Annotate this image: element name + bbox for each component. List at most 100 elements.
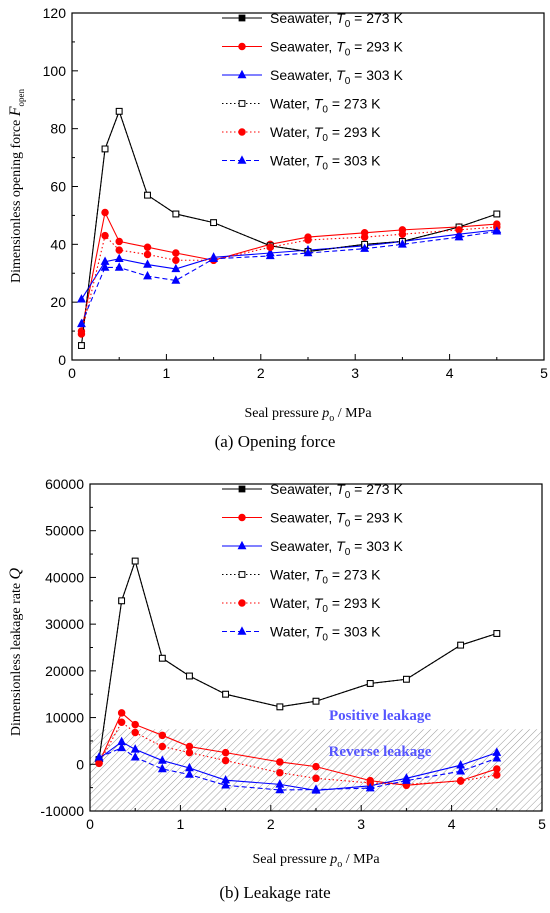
data-point: [185, 748, 194, 757]
data-point: [114, 262, 124, 271]
legend-marker: [237, 626, 247, 635]
reverse-leakage-annotation: Reverse leakage: [329, 744, 432, 760]
y-tick-label: 60: [50, 179, 66, 195]
series-line-2: [80, 210, 497, 332]
data-point: [311, 784, 321, 793]
data-point: [95, 759, 103, 768]
data-point: [221, 756, 230, 765]
legend-entry-5: Water, T0 = 293 K: [270, 124, 381, 144]
series-group: [94, 557, 502, 794]
legend-entry-4: Water, T0 = 273 K: [270, 96, 381, 116]
data-point: [303, 247, 313, 257]
x-axis-label: Seal pressure po / MPa: [252, 852, 380, 870]
data-point: [312, 774, 320, 783]
plot-frame: [71, 12, 545, 361]
series-line-1: [80, 109, 497, 346]
x-tick-label: 2: [257, 365, 265, 381]
data-point: [77, 294, 86, 303]
data-point: [77, 330, 86, 338]
opening-force-chart: 0 1 2 3 4 5 0 20 40 60 80 100 120 Seal pressure po …: [7, 5, 548, 451]
legend-entry-4: Water, T0 = 273 K: [270, 567, 381, 587]
data-point: [143, 270, 152, 280]
y-axis-label: Dimensionless opening force Fopen: [7, 88, 26, 283]
data-point: [117, 742, 127, 752]
data-point: [456, 777, 465, 785]
x-tick-label: 5: [538, 816, 546, 832]
data-point: [276, 768, 284, 777]
data-point: [143, 259, 152, 268]
y-axis-label: Dimensionless leakage rate Q: [7, 567, 24, 736]
data-point: [397, 239, 407, 248]
data-point: [304, 236, 312, 244]
y-tick-label: 80: [50, 121, 66, 137]
data-point: [78, 342, 85, 349]
legend-marker: [237, 540, 247, 550]
data-point: [115, 246, 123, 254]
data-point: [403, 675, 410, 683]
x-tick-label: 1: [163, 365, 171, 381]
data-point: [276, 758, 284, 766]
y-tick-label: 40000: [45, 569, 84, 585]
legend-entry-3: Seawater, T0 = 303 K: [270, 67, 403, 87]
y-tick-label: 60000: [45, 476, 84, 492]
data-point: [456, 766, 466, 775]
legend-entry-5: Water, T0 = 293 K: [270, 595, 381, 615]
data-point: [493, 210, 501, 218]
legend-entry-2: Seawater, T0 = 293 K: [270, 510, 403, 530]
y-tick-labels: -10000 0 10000 20000 30000 40000 50000 60000: [40, 476, 84, 819]
x-axis-label: Seal pressure po / MPa: [244, 406, 372, 424]
legend-marker: [238, 42, 246, 51]
y-tick-label: 120: [43, 5, 67, 21]
data-point: [117, 718, 126, 726]
series-line-4: [98, 559, 497, 760]
x-tick-label: 1: [177, 816, 185, 832]
x-tick-label: 5: [540, 365, 548, 381]
legend-entry-3: Seawater, T0 = 303 K: [270, 538, 403, 558]
y-tick-label: 30000: [45, 616, 84, 632]
data-point: [101, 231, 109, 240]
x-tick-labels: 0 1 2 3 4 5: [86, 816, 546, 832]
data-point: [158, 731, 167, 740]
data-point: [265, 250, 275, 260]
data-point: [360, 243, 370, 252]
data-point: [131, 720, 139, 729]
y-tick-label: -10000: [40, 803, 84, 819]
legend-marker: [238, 485, 246, 493]
data-point: [94, 752, 104, 761]
legend-marker: [238, 100, 246, 107]
x-tick-label: 3: [351, 365, 359, 381]
data-point: [185, 769, 194, 778]
data-point: [143, 243, 152, 251]
data-point: [158, 742, 167, 751]
data-point: [222, 690, 229, 698]
x-tick-label: 4: [446, 365, 454, 381]
y-tick-label: 0: [58, 352, 66, 368]
series-line-6: [80, 230, 497, 325]
data-point: [158, 654, 166, 662]
data-point: [101, 208, 109, 217]
data-point: [101, 145, 109, 153]
x-tick-labels: 0 1 2 3 4 5: [68, 365, 548, 381]
y-tick-label: 20000: [45, 663, 84, 679]
x-tick-label: 0: [68, 365, 76, 381]
data-point: [275, 784, 285, 794]
data-point: [115, 107, 123, 115]
data-point: [360, 233, 369, 241]
legend-marker: [237, 69, 247, 79]
data-point: [209, 253, 219, 263]
positive-leakage-annotation: Positive leakage: [329, 708, 431, 724]
data-point: [492, 753, 502, 762]
caption: (b) Leakage rate: [219, 883, 330, 902]
axis-ticks: [89, 483, 543, 812]
data-point: [172, 249, 180, 257]
y-tick-label: 50000: [45, 523, 84, 539]
y-tick-label: 0: [76, 756, 84, 772]
data-point: [185, 742, 194, 751]
x-tick-label: 3: [357, 816, 365, 832]
data-point: [186, 672, 193, 680]
data-point: [266, 243, 274, 251]
legend-entry-2: Seawater, T0 = 293 K: [270, 39, 403, 59]
data-point: [493, 630, 501, 637]
legend: Seawater, T0 = 273 K Seawater, T0 = 293 K…: [222, 10, 403, 173]
data-point: [157, 755, 167, 764]
